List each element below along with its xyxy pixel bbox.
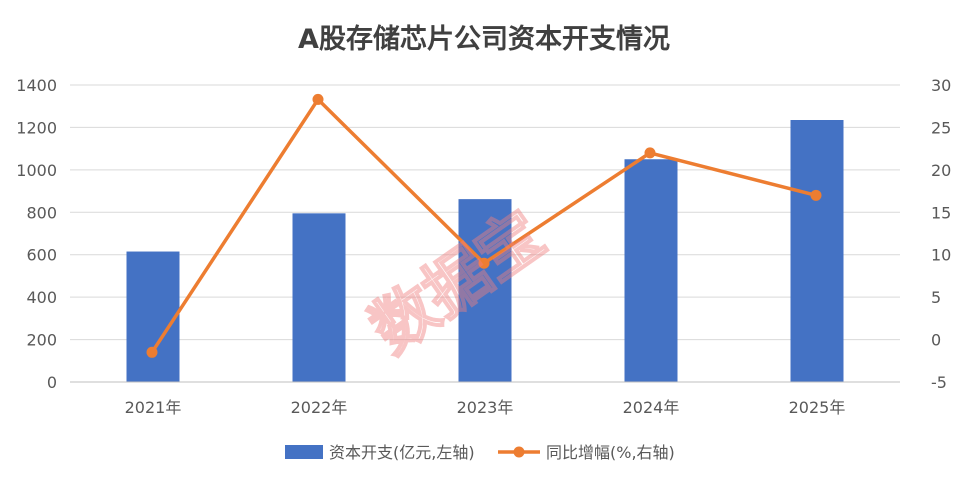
bar: [292, 213, 346, 382]
x-tick-label: 2021年: [125, 398, 182, 417]
x-tick-label: 2023年: [457, 398, 514, 417]
line-point: [644, 147, 656, 159]
legend: 资本开支(亿元,左轴) 同比增幅(%,右轴): [285, 443, 675, 462]
legend-marker-line: [513, 446, 525, 458]
y-right-tick-label: -5: [931, 373, 947, 392]
line-series: [146, 93, 822, 358]
y-right-tick-label: 5: [931, 288, 941, 307]
y-right-tick-label: 10: [931, 246, 951, 265]
bar: [790, 120, 844, 382]
y-right-tick-label: 20: [931, 161, 951, 180]
y-left-tick-label: 1400: [16, 76, 57, 95]
y-right-tick-label: 25: [931, 118, 951, 137]
y-right-tick-label: 30: [931, 76, 951, 95]
line-point: [478, 257, 490, 269]
y-left-tick-label: 400: [26, 288, 57, 307]
y-right-tick-label: 15: [931, 203, 951, 222]
x-tick-label: 2022年: [291, 398, 348, 417]
legend-swatch-bar: [285, 445, 323, 459]
y-left-tick-label: 1200: [16, 118, 57, 137]
y-right-tick-label: 0: [931, 331, 941, 350]
line-point: [810, 189, 822, 201]
x-tick-label: 2025年: [789, 398, 846, 417]
y-left-tick-label: 200: [26, 331, 57, 350]
legend-label-bar: 资本开支(亿元,左轴): [329, 443, 475, 462]
x-tick-label: 2024年: [623, 398, 680, 417]
y-left-tick-label: 1000: [16, 161, 57, 180]
chart-title: A股存储芯片公司资本开支情况: [298, 24, 670, 55]
bar: [624, 159, 678, 382]
y-left-tick-label: 600: [26, 246, 57, 265]
line-point: [312, 93, 324, 105]
y-left-tick-label: 0: [47, 373, 57, 392]
watermark: 数据宝: [358, 197, 558, 368]
line-point: [146, 346, 158, 358]
y-left-tick-label: 800: [26, 203, 57, 222]
axes: 0 200 400 600 800 1000 1200 1400 -5 0 5 10 15 20 25 30 2…: [16, 76, 951, 417]
legend-label-line: 同比增幅(%,右轴): [546, 443, 675, 462]
bar: [126, 251, 180, 382]
bar-series: [126, 120, 844, 382]
bar: [458, 199, 512, 382]
